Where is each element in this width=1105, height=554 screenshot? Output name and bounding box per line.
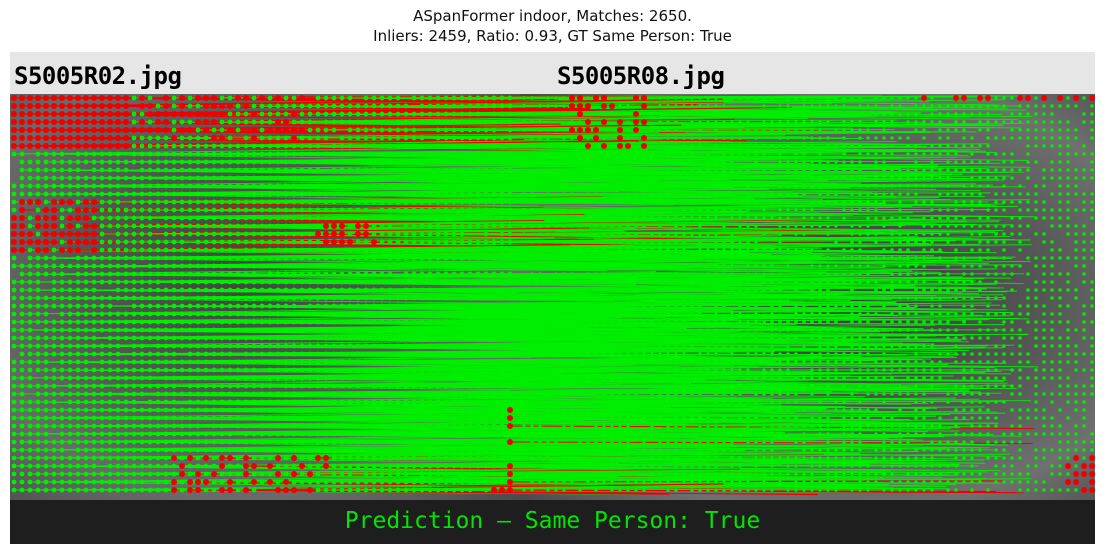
match-overlay [11, 95, 1095, 496]
match-figure: S5005R02.jpg S5005R08.jpg Prediction — S… [10, 52, 1095, 544]
figure-title: ASpanFormer indoor, Matches: 2650. Inlie… [0, 6, 1105, 46]
keypoints [11, 95, 1095, 493]
title-line-2: Inliers: 2459, Ratio: 0.93, GT Same Pers… [373, 27, 732, 45]
right-image-filename: S5005R08.jpg [557, 62, 725, 90]
prediction-bar: Prediction — Same Person: True [10, 500, 1095, 544]
left-image-filename: S5005R02.jpg [14, 62, 182, 90]
title-line-1: ASpanFormer indoor, Matches: 2650. [413, 7, 692, 25]
image-pair [10, 94, 1095, 500]
prediction-text: Prediction — Same Person: True [344, 508, 761, 534]
filename-header: S5005R02.jpg S5005R08.jpg [10, 52, 1095, 94]
